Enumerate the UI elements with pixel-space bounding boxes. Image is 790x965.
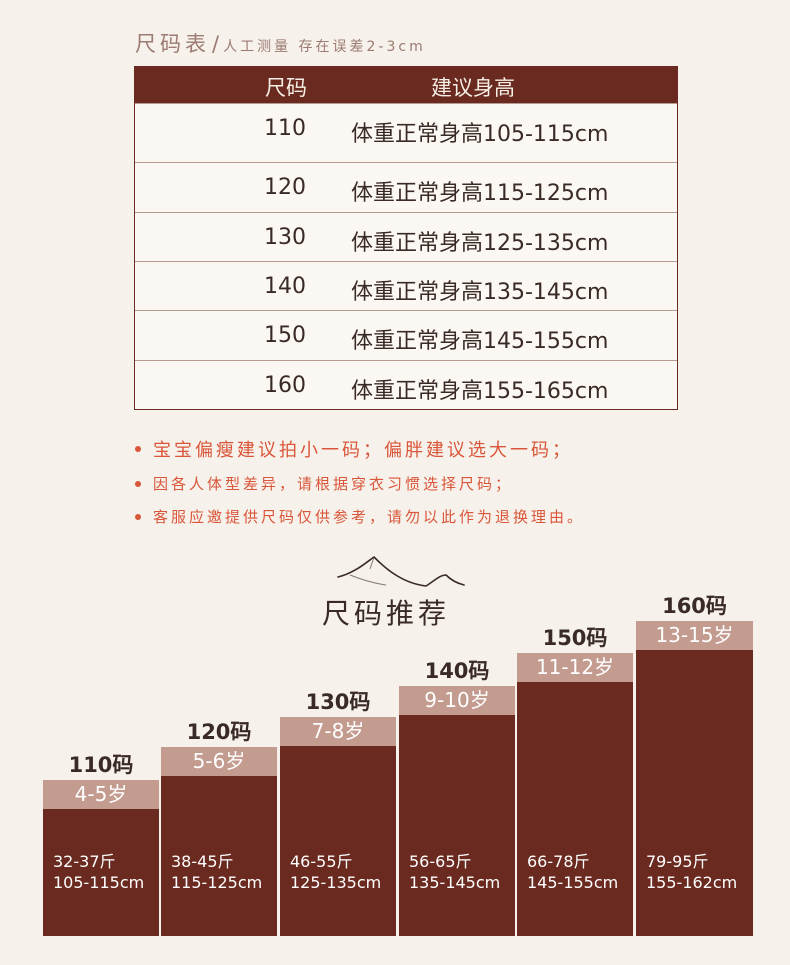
column-age: 13-15岁 bbox=[636, 621, 753, 650]
note-item: 客服应邀提供尺码仅供参考，请勿以此作为退换理由。 bbox=[135, 506, 585, 527]
size-table-header: 尺码 建议身高 bbox=[135, 67, 677, 103]
column-weight: 79-95斤 bbox=[646, 852, 709, 871]
row-size: 160 bbox=[264, 373, 306, 398]
column-age: 11-12岁 bbox=[517, 653, 633, 682]
column-weight: 32-37斤 bbox=[53, 852, 116, 871]
column-height: 135-145cm bbox=[409, 873, 501, 892]
column-body: 38-45斤 115-125cm bbox=[161, 776, 277, 936]
size-column-130: 130码 7-8岁 46-55斤 125-135cm bbox=[280, 686, 396, 936]
column-height: 105-115cm bbox=[53, 873, 145, 892]
bullet-icon bbox=[135, 513, 141, 520]
column-body: 66-78斤 145-155cm bbox=[517, 682, 633, 936]
row-height: 体重正常身高105-115cm bbox=[351, 122, 609, 147]
column-size: 110码 bbox=[68, 753, 134, 777]
column-height: 145-155cm bbox=[527, 873, 619, 892]
column-height: 155-162cm bbox=[646, 873, 738, 892]
column-age: 5-6岁 bbox=[161, 747, 277, 776]
row-size: 120 bbox=[264, 175, 306, 200]
note-item: 因各人体型差异，请根据穿衣习惯选择尺码； bbox=[135, 473, 513, 494]
bullet-icon bbox=[135, 480, 141, 487]
column-age: 7-8岁 bbox=[280, 717, 396, 746]
size-chart-title: 尺码表 bbox=[135, 32, 210, 56]
column-size: 120码 bbox=[186, 720, 252, 744]
column-height: 125-135cm bbox=[290, 873, 382, 892]
column-weight: 46-55斤 bbox=[290, 852, 353, 871]
header-size: 尺码 bbox=[265, 76, 307, 100]
size-column-140: 140码 9-10岁 56-65斤 135-145cm bbox=[399, 655, 515, 936]
column-size: 160码 bbox=[662, 594, 727, 618]
roof-ornament-icon bbox=[337, 555, 465, 587]
column-height: 115-125cm bbox=[171, 873, 263, 892]
row-height: 体重正常身高155-165cm bbox=[351, 379, 609, 404]
note-text: 宝宝偏瘦建议拍小一码；偏胖建议选大一码； bbox=[153, 440, 573, 461]
size-column-160: 160码 13-15岁 79-95斤 155-162cm bbox=[636, 590, 753, 936]
row-height: 体重正常身高135-145cm bbox=[351, 280, 609, 305]
row-size: 110 bbox=[264, 116, 306, 141]
column-size: 150码 bbox=[542, 626, 608, 650]
column-weight: 66-78斤 bbox=[527, 852, 590, 871]
bullet-icon bbox=[135, 446, 141, 452]
column-size: 140码 bbox=[424, 659, 490, 683]
size-chart-heading: 尺码表 / 人工测量 存在误差2-3cm bbox=[135, 28, 426, 56]
size-column-150: 150码 11-12岁 66-78斤 145-155cm bbox=[517, 622, 633, 936]
column-body: 56-65斤 135-145cm bbox=[399, 715, 515, 936]
title-slash: / bbox=[212, 32, 220, 56]
column-age: 9-10岁 bbox=[399, 686, 515, 715]
note-text: 因各人体型差异，请根据穿衣习惯选择尺码； bbox=[153, 475, 514, 493]
table-row: 150 体重正常身高145-155cm bbox=[135, 310, 677, 360]
column-weight: 56-65斤 bbox=[409, 852, 472, 871]
table-row: 120 体重正常身高115-125cm bbox=[135, 162, 677, 212]
table-row: 110 体重正常身高105-115cm bbox=[135, 103, 677, 153]
size-column-110: 110码 4-5岁 32-37斤 105-115cm bbox=[43, 749, 159, 936]
column-age: 4-5岁 bbox=[43, 780, 159, 809]
table-row: 130 体重正常身高125-135cm bbox=[135, 212, 677, 262]
table-row: 160 体重正常身高155-165cm bbox=[135, 360, 677, 410]
note-text: 客服应邀提供尺码仅供参考，请勿以此作为退换理由。 bbox=[153, 508, 586, 526]
column-body: 46-55斤 125-135cm bbox=[280, 746, 396, 936]
row-height: 体重正常身高125-135cm bbox=[351, 231, 609, 256]
measurement-note: 人工测量 存在误差2-3cm bbox=[223, 39, 426, 55]
row-height: 体重正常身高115-125cm bbox=[351, 181, 609, 206]
size-column-120: 120码 5-6岁 38-45斤 115-125cm bbox=[161, 716, 277, 936]
size-table: 尺码 建议身高 110 体重正常身高105-115cm 120 体重正常身高11… bbox=[134, 66, 678, 410]
row-size: 150 bbox=[264, 323, 306, 348]
column-body: 32-37斤 105-115cm bbox=[43, 809, 159, 936]
column-body: 79-95斤 155-162cm bbox=[636, 650, 753, 936]
row-height: 体重正常身高145-155cm bbox=[351, 329, 609, 354]
table-row: 140 体重正常身高135-145cm bbox=[135, 261, 677, 311]
column-size: 130码 bbox=[305, 690, 371, 714]
note-item: 宝宝偏瘦建议拍小一码；偏胖建议选大一码； bbox=[135, 436, 573, 462]
row-size: 130 bbox=[264, 225, 306, 250]
column-weight: 38-45斤 bbox=[171, 852, 234, 871]
recommend-title: 尺码推荐 bbox=[322, 597, 451, 630]
row-size: 140 bbox=[264, 274, 306, 299]
header-height: 建议身高 bbox=[431, 76, 515, 100]
